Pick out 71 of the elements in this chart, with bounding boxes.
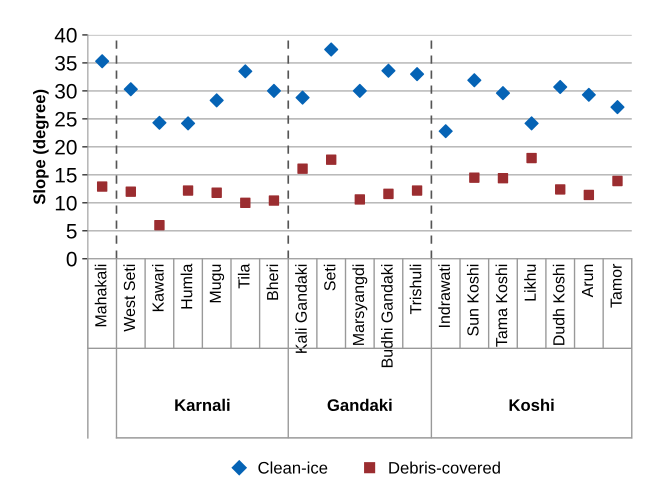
legend-label: Clean-ice [258,461,328,474]
point [326,154,336,165]
x-tick-label: Mugu [210,264,224,302]
legend-label: Debris-covered [389,461,500,474]
y-tick-label: 35 [55,56,77,71]
y-tick-label: 25 [55,112,77,127]
x-tick-label: Kali Gandaki [295,264,307,353]
point [95,54,110,68]
point [496,86,510,100]
y-tick-label: 0 [66,252,77,267]
point [96,181,108,192]
point [210,93,224,108]
point [352,84,367,98]
point [324,42,338,57]
y-tick-label: 15 [56,168,77,183]
x-tick-label: Mahakali [94,264,106,326]
point [126,186,136,197]
x-tick-label: Likhu [524,264,536,301]
x-tick-label: Tamor [610,264,622,308]
point [524,116,539,130]
x-tick-label: Humla [180,264,192,308]
y-tick-label: 20 [55,140,77,155]
point [467,73,482,88]
point [498,173,508,184]
x-tick-label: Kawari [152,264,164,312]
point [582,88,596,102]
text: Karnali [175,398,230,412]
point [297,163,308,174]
x-tick-label: Sun Koshi [466,264,479,336]
point [238,64,252,78]
x-tick-label: Marsyangdi [352,264,368,345]
point [469,172,480,183]
x-tick-label: Tama Koshi [496,264,508,347]
point [154,220,165,230]
point [555,184,566,195]
point [180,116,196,130]
point [612,176,623,186]
text: Koshi [510,398,554,412]
point [438,124,453,138]
point [266,84,281,98]
point [296,90,310,105]
point [211,188,222,198]
point [124,82,138,96]
point [182,185,194,196]
x-tick-label: Dudh Koshi [552,264,565,345]
x-tick-label: Bheri [266,264,278,300]
y-tick-label: 40 [54,28,77,43]
x-tick-label: Arun [582,264,594,298]
y-tick-label: 30 [55,84,77,99]
y-tick-label: 10 [56,196,77,211]
point [381,64,396,78]
x-tick-label: Seti [324,264,336,290]
point [412,185,422,196]
y-tick-label: 5 [66,224,77,239]
point [240,198,251,208]
x-tick-label: Budhi Gandaki [381,264,393,368]
point [152,116,166,130]
text: Gandaki [328,398,392,412]
x-tick-label: Trishuli [410,264,422,314]
point [383,188,394,200]
point [610,100,625,114]
x-tick-label: Indrawati [438,264,450,327]
point [268,195,280,206]
point [526,152,537,164]
point [354,194,366,205]
point [553,80,568,94]
point [584,190,594,200]
point [410,67,424,82]
x-tick-label: Tila [238,264,250,288]
x-tick-label: West Seti [123,264,136,332]
y-axis-title: Slope (degree) [33,90,49,204]
